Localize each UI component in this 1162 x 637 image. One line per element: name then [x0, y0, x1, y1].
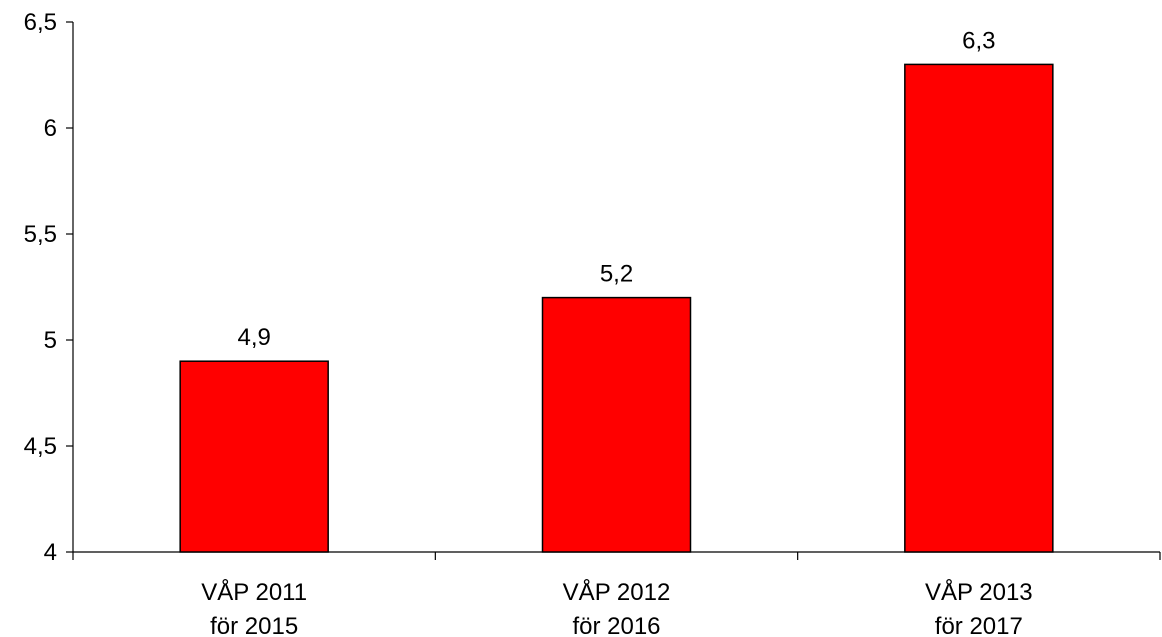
- bar: [904, 63, 1054, 553]
- y-axis: 4 4,5 5 5,5 6 6,5: [24, 9, 74, 566]
- x-axis: [72, 551, 1161, 560]
- category-label: VÅP 2013: [925, 578, 1033, 606]
- category-labels: VÅP 2011 för 2015 VÅP 2012 för 2016 VÅP 2013…: [201, 578, 1032, 637]
- bars: [179, 63, 1054, 553]
- data-label: 5,2: [600, 261, 633, 288]
- data-labels: 4,9 5,2 6,3: [237, 27, 995, 351]
- y-tick-label: 4: [44, 539, 57, 566]
- category-label: för 2017: [935, 613, 1023, 637]
- data-label: 6,3: [962, 27, 995, 54]
- bar: [541, 296, 692, 553]
- y-tick-label: 4,5: [24, 433, 57, 460]
- bar: [179, 360, 329, 553]
- category-label: VÅP 2012: [563, 578, 671, 606]
- category-label: för 2015: [210, 613, 298, 637]
- y-tick-label: 6: [44, 115, 57, 142]
- y-tick-label: 5: [44, 327, 57, 354]
- category-label: VÅP 2011: [201, 578, 307, 606]
- data-label: 4,9: [237, 324, 270, 351]
- y-tick-label: 6,5: [24, 9, 57, 36]
- y-tick-label: 5,5: [24, 221, 57, 248]
- category-label: för 2016: [572, 613, 660, 637]
